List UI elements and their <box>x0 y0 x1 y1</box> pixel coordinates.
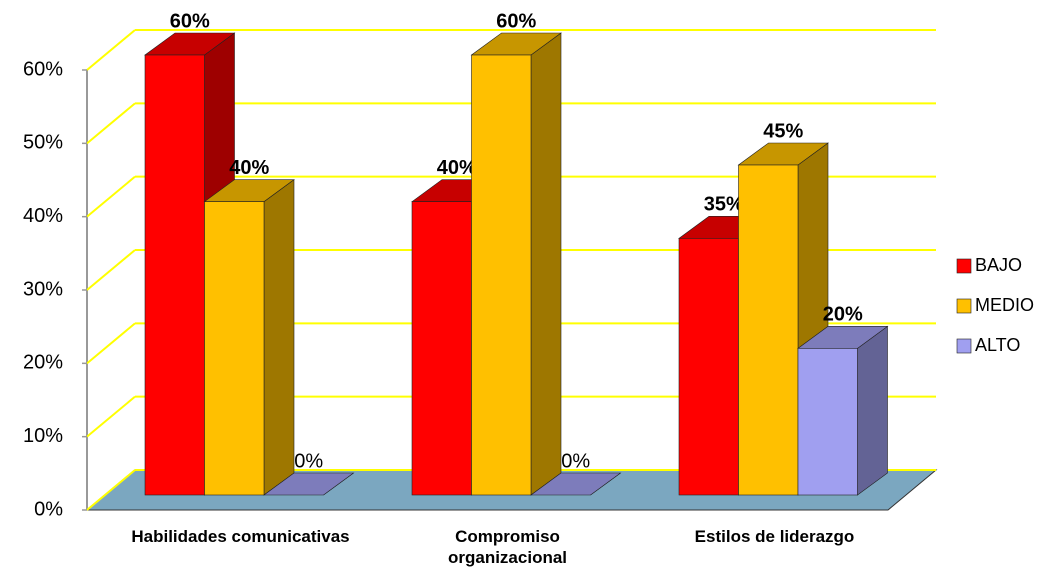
value-label: 60% <box>170 10 210 32</box>
value-label: 0% <box>561 450 590 472</box>
value-label: 40% <box>437 157 477 179</box>
bar-side <box>530 32 562 496</box>
y-tick-label: 60% <box>23 58 63 80</box>
grid-line <box>86 469 136 511</box>
value-label: 20% <box>823 304 863 326</box>
y-tick-label: 40% <box>23 205 63 227</box>
value-label: 35% <box>704 194 744 216</box>
bar <box>144 54 205 496</box>
legend-swatch <box>956 338 972 354</box>
grid-line <box>86 322 136 365</box>
value-label: 60% <box>496 10 536 32</box>
y-tick-label: 30% <box>23 278 63 300</box>
bar <box>797 348 858 496</box>
bar-side <box>263 179 295 496</box>
legend-label: MEDIO <box>975 295 1034 315</box>
value-label: 45% <box>763 120 803 142</box>
grid-line <box>86 29 136 71</box>
legend-swatch <box>956 298 972 314</box>
bar-side <box>857 325 888 496</box>
grid-line <box>86 395 136 438</box>
y-tick-label: 0% <box>34 498 63 520</box>
grid-line <box>86 249 136 291</box>
bar <box>738 164 799 496</box>
x-tick-label: Estilos de liderazgo <box>694 527 855 546</box>
y-tick-label: 10% <box>23 425 63 447</box>
bar <box>204 201 265 496</box>
x-tick-label: Habilidades comunicativas <box>131 527 350 546</box>
value-label: 40% <box>229 157 269 179</box>
y-tick-label: 50% <box>23 132 63 154</box>
legend-label: BAJO <box>975 255 1022 275</box>
legend-label: ALTO <box>975 335 1020 355</box>
y-tick-label: 20% <box>23 352 63 374</box>
value-label: 0% <box>294 450 323 472</box>
bar-top <box>530 472 622 496</box>
bar <box>411 201 472 496</box>
grid-line <box>86 175 136 218</box>
legend-swatch <box>956 258 972 274</box>
bar <box>471 54 532 496</box>
x-tick-label: Compromiso organizacional <box>447 527 568 567</box>
bar-top <box>263 472 355 496</box>
grid-line <box>86 102 136 145</box>
bar <box>678 238 739 496</box>
